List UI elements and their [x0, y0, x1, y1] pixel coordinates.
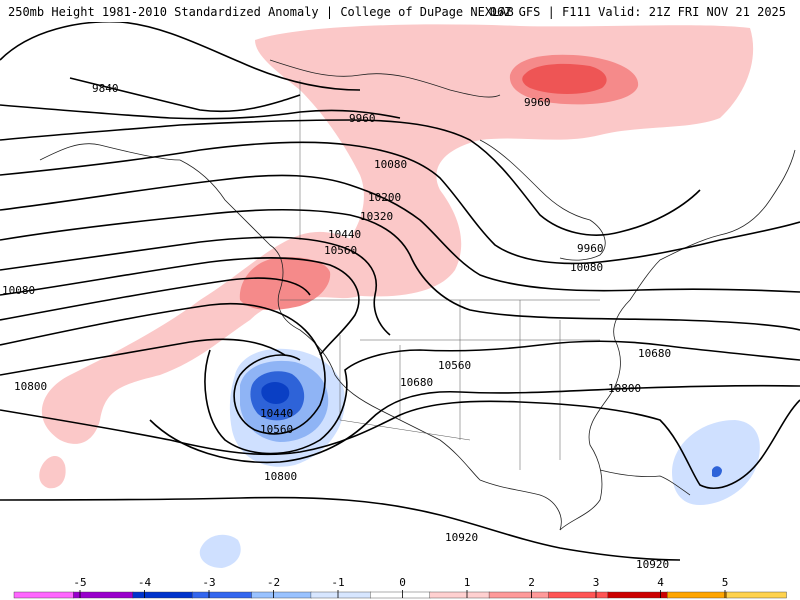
contour-label: 10200: [368, 191, 401, 204]
colorbar-tick-label: -5: [73, 576, 86, 589]
map-title: 250mb Height 1981-2010 Standardized Anom…: [8, 5, 514, 19]
political-borders: [280, 80, 600, 470]
map-canvas: 9840 9960 9960 9960 10080 10080 10080 10…: [0, 22, 800, 570]
model-run-info: 06Z GFS | F111 Valid: 21Z FRI NOV 21 202…: [489, 5, 786, 19]
negative-anomaly-atlantic: [672, 420, 760, 505]
contour-label: 10920: [636, 558, 669, 570]
contour-label: 10920: [445, 531, 478, 544]
negative-anomaly-atlantic-core: [712, 466, 722, 478]
colorbar-tick-label: -2: [267, 576, 280, 589]
colorbar-cell: [251, 591, 312, 599]
contour-label: 10560: [438, 359, 471, 372]
colorbar-cell: [607, 591, 668, 599]
height-contours: [0, 22, 800, 561]
colorbar-cell: [310, 591, 372, 599]
colorbar-cell: [370, 591, 431, 599]
colorbar-cell: [73, 591, 134, 599]
colorbar-cell: [132, 591, 193, 599]
contour-label: 10680: [638, 347, 671, 360]
positive-anomaly-hawaii: [39, 455, 66, 489]
colorbar-tick-label: 3: [593, 576, 600, 589]
colorbar-tick-label: 5: [722, 576, 729, 589]
colorbar-cells: [13, 591, 787, 599]
colorbar-cell: [726, 591, 787, 599]
colorbar-cell: [191, 591, 253, 599]
coastlines: [39, 59, 796, 531]
negative-anomaly-south: [199, 534, 241, 568]
colorbar-cell: [13, 591, 75, 599]
contour-label: 10560: [260, 423, 293, 436]
colorbar-tick-label: 1: [464, 576, 471, 589]
colorbar-tick-label: 4: [657, 576, 664, 589]
contour-label: 9960: [349, 112, 376, 125]
colorbar-tick-label: -1: [331, 576, 344, 589]
contour-label: 10080: [374, 158, 407, 171]
contour-label: 10680: [400, 376, 433, 389]
colorbar-tick-labels: -5 -4 -3 -2 -1 0 1 2 3 4 5: [73, 576, 728, 598]
contour-label: 10080: [570, 261, 603, 274]
contour-label: 10440: [328, 228, 361, 241]
anomaly-colorbar: -5 -4 -3 -2 -1 0 1 2 3 4 5: [13, 576, 787, 599]
contour-label: 10800: [264, 470, 297, 483]
positive-anomaly-core-west: [239, 257, 331, 310]
contour-label: 9960: [524, 96, 551, 109]
contour-label-layer: 9840 9960 9960 9960 10080 10080 10080 10…: [2, 82, 671, 570]
positive-anomaly-peak-north: [522, 63, 607, 94]
colorbar-cell: [667, 591, 728, 599]
contour-label: 10800: [14, 380, 47, 393]
colorbar-cell: [429, 591, 490, 599]
contour-label: 9960: [577, 242, 604, 255]
colorbar-tick-label: 2: [528, 576, 535, 589]
contour-label: 10440: [260, 407, 293, 420]
contour-label: 10800: [608, 382, 641, 395]
map-header: 250mb Height 1981-2010 Standardized Anom…: [0, 0, 800, 22]
contour-label: 10080: [2, 284, 35, 297]
negative-anomaly-core: [261, 382, 290, 404]
colorbar-tick-label: -3: [202, 576, 215, 589]
contour-label: 10320: [360, 210, 393, 223]
colorbar-cell: [548, 591, 609, 599]
contour-label: 9840: [92, 82, 119, 95]
colorbar-cell: [488, 591, 550, 599]
contour-label: 10560: [324, 244, 357, 257]
colorbar-tick-label: -4: [138, 576, 152, 589]
anomaly-shading: [39, 24, 760, 568]
colorbar-tick-label: 0: [399, 576, 406, 589]
